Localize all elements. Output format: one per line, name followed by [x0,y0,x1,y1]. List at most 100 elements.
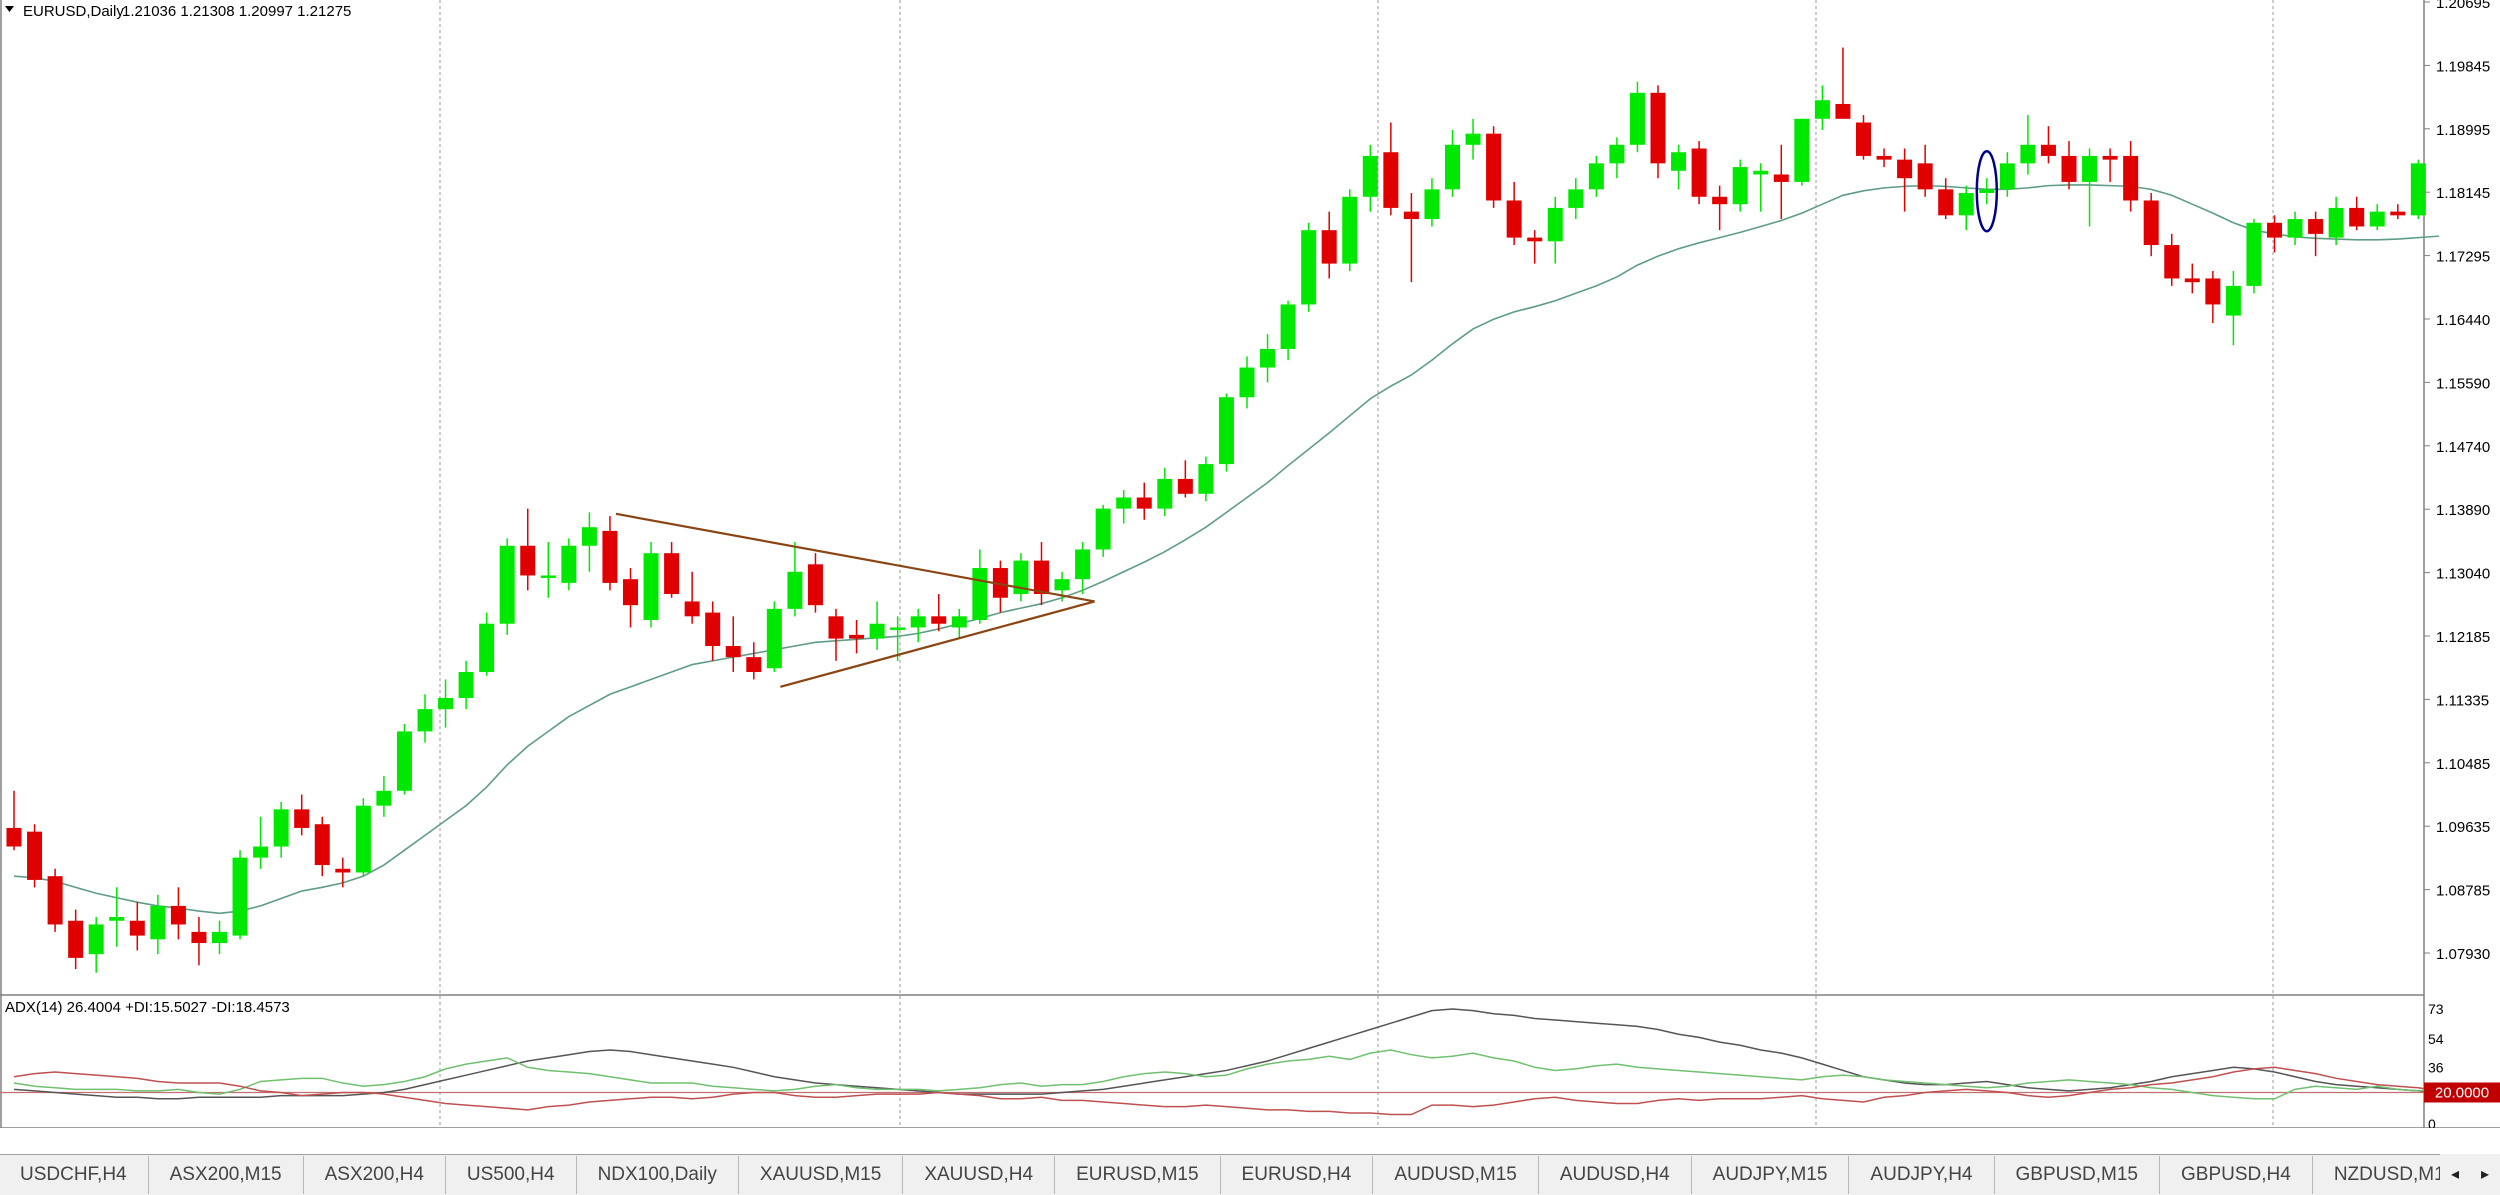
candle [1794,118,1810,186]
candle [1958,185,1974,231]
candle [2205,271,2221,324]
price-tick-label: 1.20695 [2436,0,2490,12]
chart-tab[interactable]: NDX100,Daily [577,1156,739,1194]
candle [1424,178,1440,227]
candle-body [1999,163,2015,190]
candle-body [540,575,556,578]
candle-body [458,671,474,698]
candle [88,917,104,973]
candle [1712,185,1728,231]
candle [951,608,967,639]
candle [438,679,454,728]
chart-tab[interactable]: EURUSD,M15 [1055,1156,1221,1194]
candle-body [129,920,145,936]
candle-body [1814,100,1830,119]
chart-tab[interactable]: ASX200,M15 [149,1156,304,1194]
candle-body [1034,560,1049,595]
candle [232,850,248,940]
candle [1198,456,1214,502]
candle-body [2040,144,2056,156]
candle [1383,122,1399,216]
candle-body [972,568,988,621]
candle-body [1383,152,1399,208]
candle-body [623,579,638,606]
candle-body [27,831,43,880]
candle [2061,141,2077,190]
candle-body [47,876,63,925]
candle-body [1239,367,1255,398]
chart-area[interactable]: 1.20695 1.19845 1.18995 1.18145 1.17295 1.164… [0,0,2500,1128]
candle-body [1280,304,1296,349]
candle-body [2082,155,2098,182]
adx-label: ADX(14) 26.4004 +DI:15.5027 -DI:18.4573 [5,999,290,1016]
trendlines [615,512,1095,688]
candle [2164,233,2180,286]
candle-body [417,709,433,732]
candle [2328,196,2344,246]
candle-body [1198,464,1214,494]
chart-tab[interactable]: USDCHF,H4 [0,1156,149,1194]
price-tick-label: 1.14740 [2436,439,2490,456]
candle-body [1054,579,1070,591]
trendline[interactable] [615,512,1095,603]
chart-tab[interactable]: GBPUSD,M15 [1995,1156,2160,1194]
candle [1260,334,1276,383]
candle [2040,126,2056,164]
chart-tab[interactable]: XAUUSD,H4 [903,1156,1056,1194]
candle-body [1979,189,1995,194]
price-axis: 1.20695 1.19845 1.18995 1.18145 1.17295 1.164… [2424,0,2490,963]
candle-body [2184,278,2200,283]
candle-body [910,616,926,628]
chart-tab[interactable]: GBPUSD,H4 [2160,1156,2313,1194]
candle [746,642,762,680]
chart-tab[interactable]: AUDUSD,M15 [1373,1156,1539,1194]
candle-body [376,790,392,806]
chart-tab[interactable]: EURUSD,H4 [1221,1156,1374,1194]
candle [150,894,166,955]
price-tick-label: 1.16440 [2436,312,2490,329]
candle [684,571,700,624]
candle [129,902,145,951]
chart-tab[interactable]: US500,H4 [446,1156,577,1194]
candle-body [2287,219,2303,238]
candle [294,794,310,836]
candle [602,516,618,591]
candle-body [520,545,536,576]
chart-tab[interactable]: XAUUSD,M15 [739,1156,904,1194]
candle [1321,211,1337,279]
chart-tab[interactable]: AUDJPY,M15 [1692,1156,1850,1194]
candle [581,512,597,572]
candle-body [1897,159,1913,179]
candle [1732,159,1748,212]
trendline[interactable] [780,600,1095,688]
adx-tick-label: 54 [2428,1031,2444,1047]
candle [2102,148,2118,182]
chart-tab[interactable]: AUDUSD,H4 [1539,1156,1692,1194]
candle [1917,144,1933,197]
candle [1671,144,1687,190]
candle [1342,189,1358,272]
price-tick-label: 1.07930 [2436,946,2490,963]
chart-tab[interactable]: AUDJPY,H4 [1849,1156,1995,1194]
tab-scroll-arrows: ◂ ▸ [2440,1154,2500,1194]
candle-body [992,568,1008,598]
symbol-label: EURUSD,Daily [23,3,124,20]
candle [664,542,680,598]
candle [2020,115,2036,175]
candle-body [68,920,84,958]
tab-scroll-right-icon[interactable]: ▸ [2480,1166,2490,1183]
candle-body [849,634,865,639]
candle [2184,263,2200,294]
candle-body [294,809,310,828]
candle [1218,393,1234,472]
chart-tab[interactable]: ASX200,H4 [304,1156,446,1194]
candle [253,816,269,869]
price-tick-label: 1.12185 [2436,629,2490,646]
candle [479,612,495,676]
candle [643,542,659,628]
price-tick-label: 1.11335 [2436,692,2489,709]
candle [910,608,926,643]
collapse-triangle-icon[interactable] [5,6,14,12]
tab-scroll-left-icon[interactable]: ◂ [2450,1166,2460,1183]
candle-body [2328,207,2344,238]
